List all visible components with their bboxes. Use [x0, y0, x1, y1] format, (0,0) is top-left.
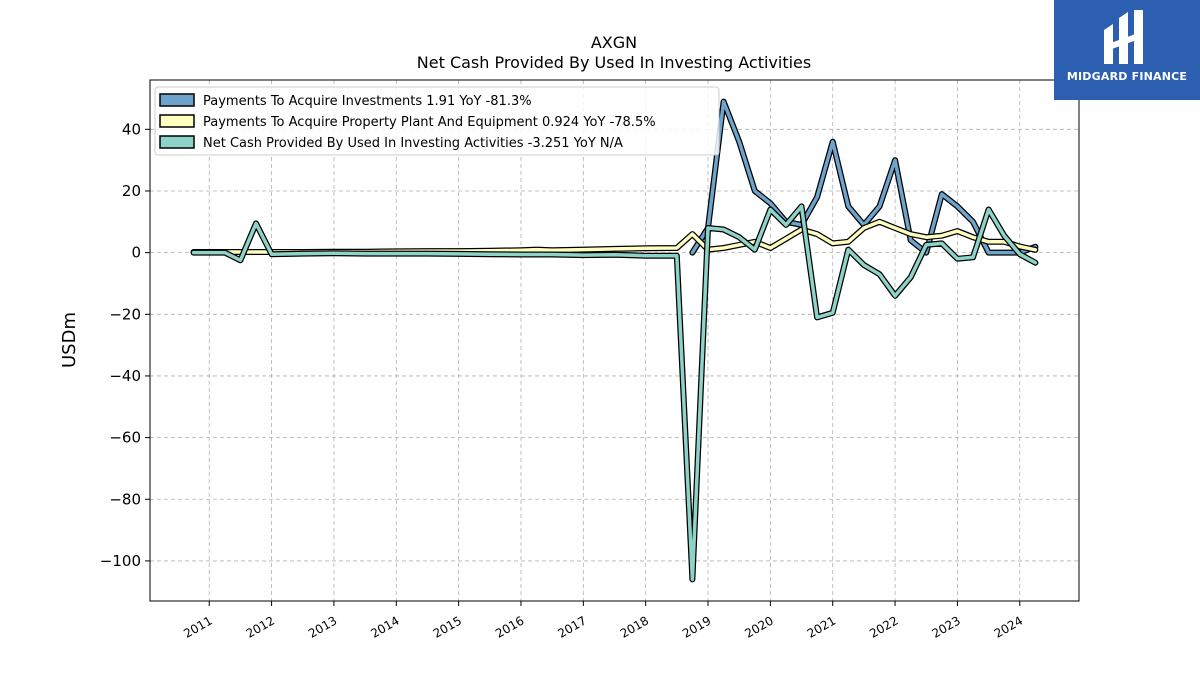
chart-title: AXGN	[591, 33, 637, 52]
y-tick-label: −20	[109, 305, 141, 323]
x-tick-label: 2016	[493, 613, 526, 640]
brand-logo: MIDGARD FINANCE	[1054, 0, 1200, 100]
x-tick-label: 2011	[181, 613, 214, 640]
legend-swatch-net-cash	[159, 135, 195, 149]
x-tick-label: 2013	[306, 613, 339, 640]
series-line-net-cash	[191, 204, 1038, 582]
plot-frame	[149, 79, 1080, 602]
legend-box	[154, 86, 720, 156]
y-tick-label: 40	[122, 120, 141, 138]
x-tick-label: 2023	[929, 613, 962, 640]
x-tick-label: 2017	[555, 613, 588, 640]
midgard-logo-icon	[1104, 10, 1143, 64]
x-tick-label: 2021	[805, 613, 838, 640]
x-tick-label: 2015	[431, 613, 464, 640]
x-tick-label: 2018	[618, 613, 651, 640]
x-tick-label: 2014	[368, 613, 401, 640]
legend-label-ppe: Payments To Acquire Property Plant And E…	[203, 115, 656, 130]
y-tick-label: −100	[100, 552, 141, 570]
brand-name: MIDGARD FINANCE	[1066, 70, 1188, 83]
x-tick-label: 2022	[867, 613, 900, 640]
y-tick-label: −40	[109, 367, 141, 385]
x-tick-label: 2024	[992, 613, 1025, 640]
y-tick-label: −80	[109, 490, 141, 508]
legend-swatch-ppe	[159, 114, 195, 128]
x-tick-label: 2012	[244, 613, 277, 640]
y-tick-label: −60	[109, 429, 141, 447]
y-axis: 40 20 0 −20 −40 −60 −80 −100	[100, 120, 150, 570]
series-lines	[190, 98, 1039, 583]
y-tick-label: 20	[122, 182, 141, 200]
gridlines	[150, 80, 1079, 601]
series-line-net-cash-outline	[190, 203, 1039, 583]
chart-subtitle: Net Cash Provided By Used In Investing A…	[417, 53, 811, 72]
x-axis: 2011 2012 2013 2014 2015 2016 2017 2018 2019 2020…	[181, 601, 1025, 641]
y-tick-label: 0	[131, 244, 141, 262]
legend-label-investments: Payments To Acquire Investments 1.91 YoY…	[203, 94, 532, 109]
legend-label-net-cash: Net Cash Provided By Used In Investing A…	[203, 136, 623, 151]
y-axis-label: USDm	[59, 312, 80, 368]
legend: Payments To Acquire Investments 1.91 YoY…	[154, 86, 720, 156]
legend-swatch-investments	[159, 93, 195, 107]
x-tick-label: 2019	[680, 613, 713, 640]
x-tick-label: 2020	[742, 613, 775, 640]
